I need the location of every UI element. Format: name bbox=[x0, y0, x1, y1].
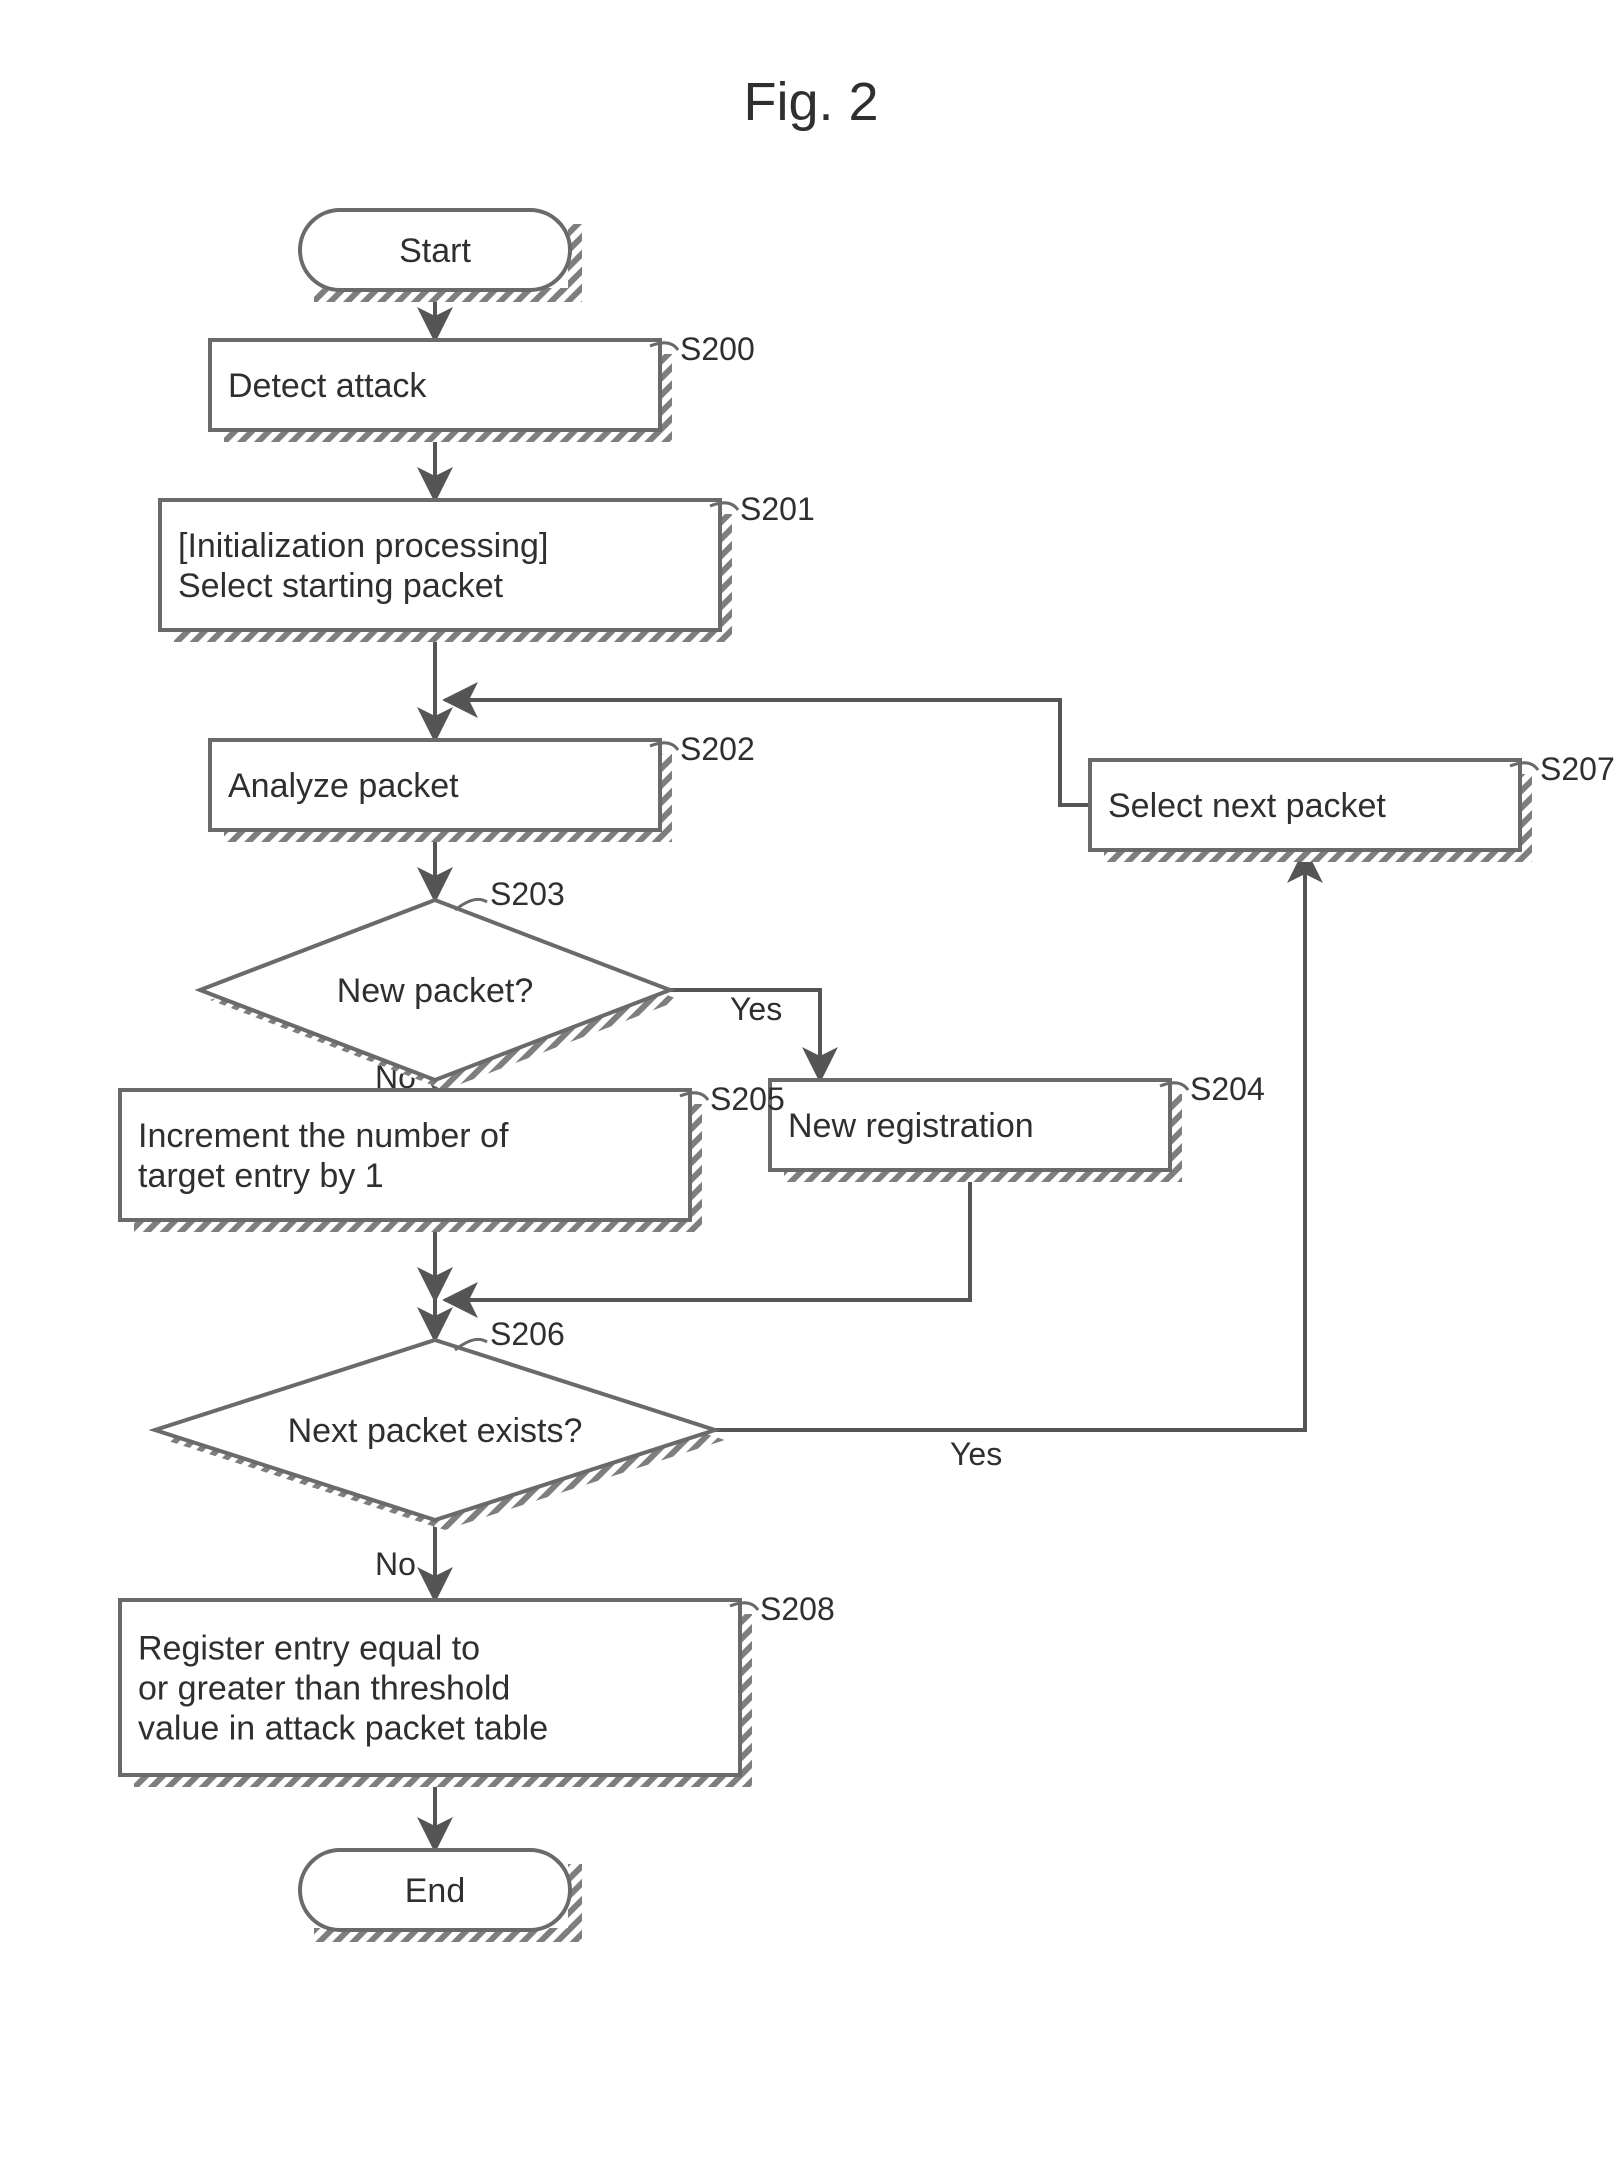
step-label: S201 bbox=[740, 491, 815, 527]
svg-text:Select starting packet: Select starting packet bbox=[178, 567, 504, 605]
s208-node: Register entry equal toor greater than t… bbox=[120, 1591, 835, 1787]
svg-text:Detect attack: Detect attack bbox=[228, 367, 427, 405]
svg-text:target entry by 1: target entry by 1 bbox=[138, 1157, 384, 1195]
svg-text:New packet?: New packet? bbox=[337, 972, 534, 1010]
end-node: End bbox=[300, 1850, 582, 1942]
step-label: S203 bbox=[490, 876, 565, 912]
svg-text:Register entry equal to: Register entry equal to bbox=[138, 1630, 480, 1668]
step-label: S202 bbox=[680, 731, 755, 767]
svg-text:Increment the number of: Increment the number of bbox=[138, 1117, 509, 1155]
figure-title: Fig. 2 bbox=[743, 72, 878, 132]
s202-node: Analyze packet S202 bbox=[210, 731, 755, 842]
s201-node: [Initialization processing]Select starti… bbox=[160, 491, 815, 642]
svg-text:Start: Start bbox=[399, 232, 471, 270]
step-label: S206 bbox=[490, 1316, 565, 1352]
step-label: S205 bbox=[710, 1081, 785, 1117]
svg-text:Analyze packet: Analyze packet bbox=[228, 767, 459, 805]
step-label: S207 bbox=[1540, 751, 1615, 787]
step-label: S208 bbox=[760, 1591, 835, 1627]
edge-label: No bbox=[375, 1546, 416, 1582]
svg-text:Next packet exists?: Next packet exists? bbox=[288, 1412, 583, 1450]
step-label: S200 bbox=[680, 331, 755, 367]
s204-node: New registration S204 bbox=[770, 1071, 1265, 1182]
edge-label: Yes bbox=[730, 991, 782, 1027]
s206-node: Next packet exists? S206 bbox=[155, 1316, 725, 1530]
start-node: Start bbox=[300, 210, 582, 302]
svg-text:New registration: New registration bbox=[788, 1107, 1034, 1145]
s205-node: Increment the number oftarget entry by 1… bbox=[120, 1081, 785, 1232]
step-label: S204 bbox=[1190, 1071, 1265, 1107]
edge-label: Yes bbox=[950, 1436, 1002, 1472]
svg-text:End: End bbox=[405, 1872, 466, 1910]
svg-text:[Initialization processing]: [Initialization processing] bbox=[178, 527, 548, 565]
svg-text:Select next packet: Select next packet bbox=[1108, 787, 1386, 825]
s203-node: New packet? S203 bbox=[200, 876, 680, 1090]
s200-node: Detect attack S200 bbox=[210, 331, 755, 442]
svg-text:value in attack packet table: value in attack packet table bbox=[138, 1710, 548, 1748]
svg-text:or greater than threshold: or greater than threshold bbox=[138, 1670, 510, 1708]
s207-node: Select next packet S207 bbox=[1090, 751, 1615, 862]
